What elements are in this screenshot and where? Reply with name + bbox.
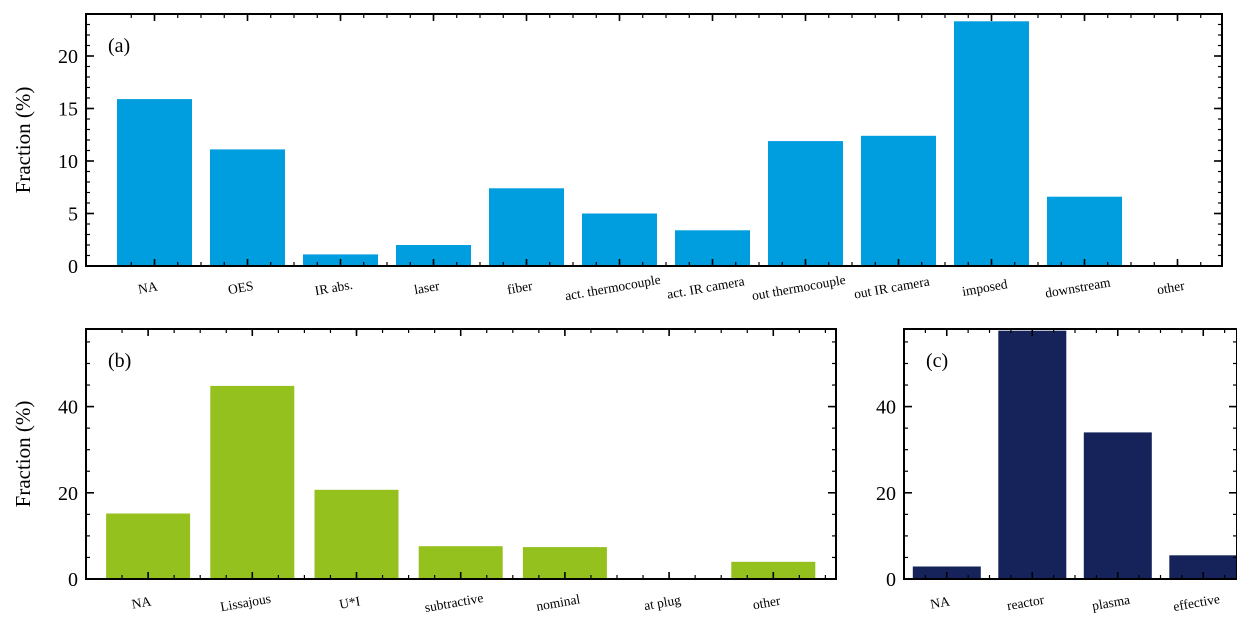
- x-tick-label: fiber: [506, 278, 534, 297]
- x-tick-label: Lissajous: [219, 591, 272, 615]
- x-tick-label: imposed: [961, 276, 1009, 299]
- y-tick-label: 15: [58, 99, 78, 121]
- x-tick-label: NA: [130, 593, 152, 611]
- x-tick-label: plasma: [1091, 592, 1131, 613]
- y-tick-label: 5: [68, 204, 78, 226]
- bar-oes: [210, 149, 285, 266]
- panel-a: NA OES IR abs. laser fiber act. thermocouple a…: [11, 13, 1223, 304]
- x-tick-label: nominal: [535, 591, 581, 613]
- y-tick-label: 20: [58, 46, 78, 68]
- bar-out-thermocouple: [768, 141, 843, 266]
- bar-na: [106, 513, 191, 579]
- axes-frame: [85, 13, 1223, 267]
- x-tick-label: out IR camera: [853, 274, 931, 302]
- panel-label: (c): [926, 350, 948, 372]
- bar-na: [117, 99, 192, 266]
- y-tick-label: 40: [58, 397, 78, 419]
- y-tick-label: 20: [876, 483, 896, 505]
- x-tick-label: act. thermocouple: [564, 272, 662, 304]
- y-axis-label: Fraction (%): [11, 87, 35, 194]
- x-tick-label: U*I: [338, 593, 362, 612]
- x-tick-label: NA: [929, 593, 951, 611]
- bar-laser: [396, 245, 471, 266]
- bar-u-i: [314, 489, 399, 579]
- x-tick-label: subtractive: [423, 590, 484, 615]
- bar-downstream: [1047, 196, 1122, 266]
- x-tick-label: act. IR camera: [666, 273, 746, 301]
- bar-effective: [1169, 555, 1237, 579]
- x-tick-label: IR abs.: [314, 277, 354, 298]
- x-tick-label: reactor: [1006, 592, 1046, 613]
- x-tick-label: OES: [227, 278, 255, 297]
- x-tick-label: at plug: [643, 592, 682, 613]
- bar-fiber: [489, 188, 564, 266]
- x-tick-label: other: [752, 593, 782, 613]
- y-tick-label: 10: [58, 151, 78, 173]
- bar-act-thermocouple: [582, 213, 657, 266]
- y-tick-label: 0: [68, 569, 78, 591]
- bar-other: [731, 561, 816, 579]
- x-tick-label: NA: [137, 278, 159, 296]
- y-tick-label: 20: [58, 483, 78, 505]
- y-axis-label: Fraction (%): [11, 401, 35, 508]
- bar-out-ir-camera: [861, 135, 936, 266]
- panel-c: NA reactor plasma effective 0 20 40 (c): [876, 328, 1237, 614]
- x-tick-label: effective: [1172, 591, 1221, 614]
- bar-imposed: [954, 21, 1029, 266]
- bar-plasma: [1083, 432, 1152, 579]
- panel-label: (b): [108, 350, 131, 372]
- y-tick-label: 0: [68, 256, 78, 278]
- panel-b: NA Lissajous U*I subtractive nominal at plug o…: [11, 328, 837, 615]
- x-tick-label: out thermocouple: [751, 272, 847, 303]
- axes-frame: [85, 328, 837, 580]
- y-tick-label: 40: [876, 397, 896, 419]
- x-tick-label: other: [1156, 278, 1186, 298]
- bar-reactor: [998, 330, 1067, 579]
- y-tick-label: 0: [886, 569, 896, 591]
- x-tick-label: downstream: [1044, 274, 1112, 300]
- bar-lissajous: [210, 385, 295, 579]
- x-tick-label: laser: [413, 278, 441, 297]
- axes-frame: [903, 328, 1237, 580]
- panel-label: (a): [108, 35, 130, 57]
